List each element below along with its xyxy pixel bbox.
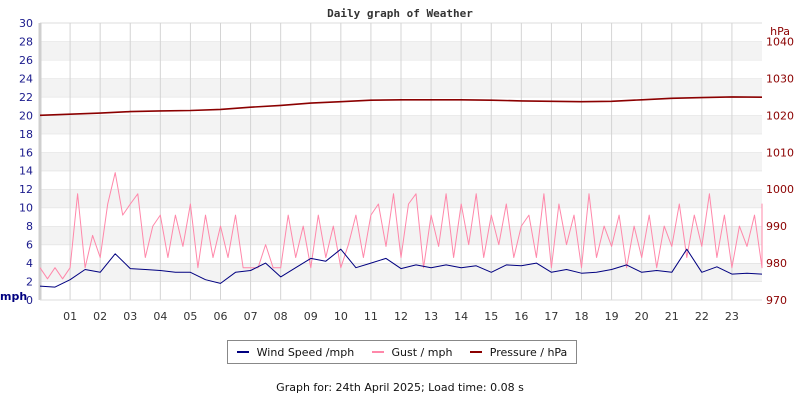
right-tick-label: 990	[766, 220, 787, 233]
x-tick-label: 10	[334, 310, 348, 323]
x-tick-label: 13	[424, 310, 438, 323]
pressure-swatch	[469, 351, 482, 353]
legend-label: Wind Speed /mph	[256, 345, 355, 359]
left-tick-label: 28	[19, 35, 33, 48]
right-tick-label: 1040	[766, 35, 794, 48]
x-tick-label: 04	[153, 310, 167, 323]
legend-item-pressure: Pressure / hPa	[469, 345, 568, 359]
series-line-pressure	[39, 96, 763, 117]
right-axis-label: hPa	[770, 25, 790, 38]
left-tick-label: 6	[26, 239, 33, 252]
x-tick-label: 17	[544, 310, 558, 323]
x-tick-label: 22	[695, 310, 709, 323]
x-tick-label: 07	[244, 310, 258, 323]
left-tick-label: 18	[19, 128, 33, 141]
right-tick-label: 1000	[766, 183, 794, 196]
x-tick-label: 01	[63, 310, 77, 323]
x-tick-label: 11	[364, 310, 378, 323]
left-tick-label: 12	[19, 183, 33, 196]
x-tick-label: 20	[635, 310, 649, 323]
left-tick-label: 16	[19, 146, 33, 159]
right-tick-label: 1030	[766, 72, 794, 85]
left-tick-label: 2	[26, 276, 33, 289]
right-tick-label: 980	[766, 257, 787, 270]
left-tick-label: 20	[19, 109, 33, 122]
left-tick-label: 10	[19, 202, 33, 215]
gust-swatch	[371, 351, 384, 353]
series-line-wind-speed	[39, 248, 763, 288]
left-tick-label: 22	[19, 91, 33, 104]
legend-item-gust: Gust / mph	[371, 345, 453, 359]
x-tick-label: 12	[394, 310, 408, 323]
legend-label: Pressure / hPa	[489, 345, 568, 359]
x-tick-label: 14	[454, 310, 468, 323]
left-tick-label: 4	[26, 257, 33, 270]
x-tick-label: 08	[274, 310, 288, 323]
left-tick-label: 26	[19, 54, 33, 67]
footer-text: Graph for: 24th April 2025; Load time: 0…	[276, 381, 524, 394]
left-tick-label: 8	[26, 220, 33, 233]
x-tick-label: 09	[304, 310, 318, 323]
left-axis-label: mph	[0, 290, 27, 303]
weather-chart: Daily graph of Weather mph hPa 024681012…	[0, 7, 794, 323]
x-tick-label: 15	[484, 310, 498, 323]
legend-item-wind: Wind Speed /mph	[236, 345, 355, 359]
legend-label: Gust / mph	[391, 345, 453, 359]
left-tick-label: 24	[19, 72, 33, 85]
right-tick-label: 970	[766, 294, 787, 307]
x-tick-label: 03	[123, 310, 137, 323]
x-tick-label: 19	[605, 310, 619, 323]
x-tick-label: 02	[93, 310, 107, 323]
x-tick-label: 05	[183, 310, 197, 323]
series-line-gust	[39, 172, 763, 280]
right-tick-label: 1020	[766, 109, 794, 122]
legend: Wind Speed /mph Gust / mph Pressure / hP…	[227, 340, 577, 364]
chart-title: Daily graph of Weather	[327, 7, 473, 20]
left-tick-label: 0	[26, 294, 33, 307]
x-tick-label: 16	[514, 310, 528, 323]
x-tick-label: 21	[665, 310, 679, 323]
left-tick-label: 30	[19, 17, 33, 30]
right-tick-label: 1010	[766, 146, 794, 159]
x-tick-label: 18	[575, 310, 589, 323]
x-tick-label: 23	[725, 310, 739, 323]
wind-swatch	[236, 351, 249, 353]
x-tick-label: 06	[214, 310, 228, 323]
left-tick-label: 14	[19, 165, 33, 178]
